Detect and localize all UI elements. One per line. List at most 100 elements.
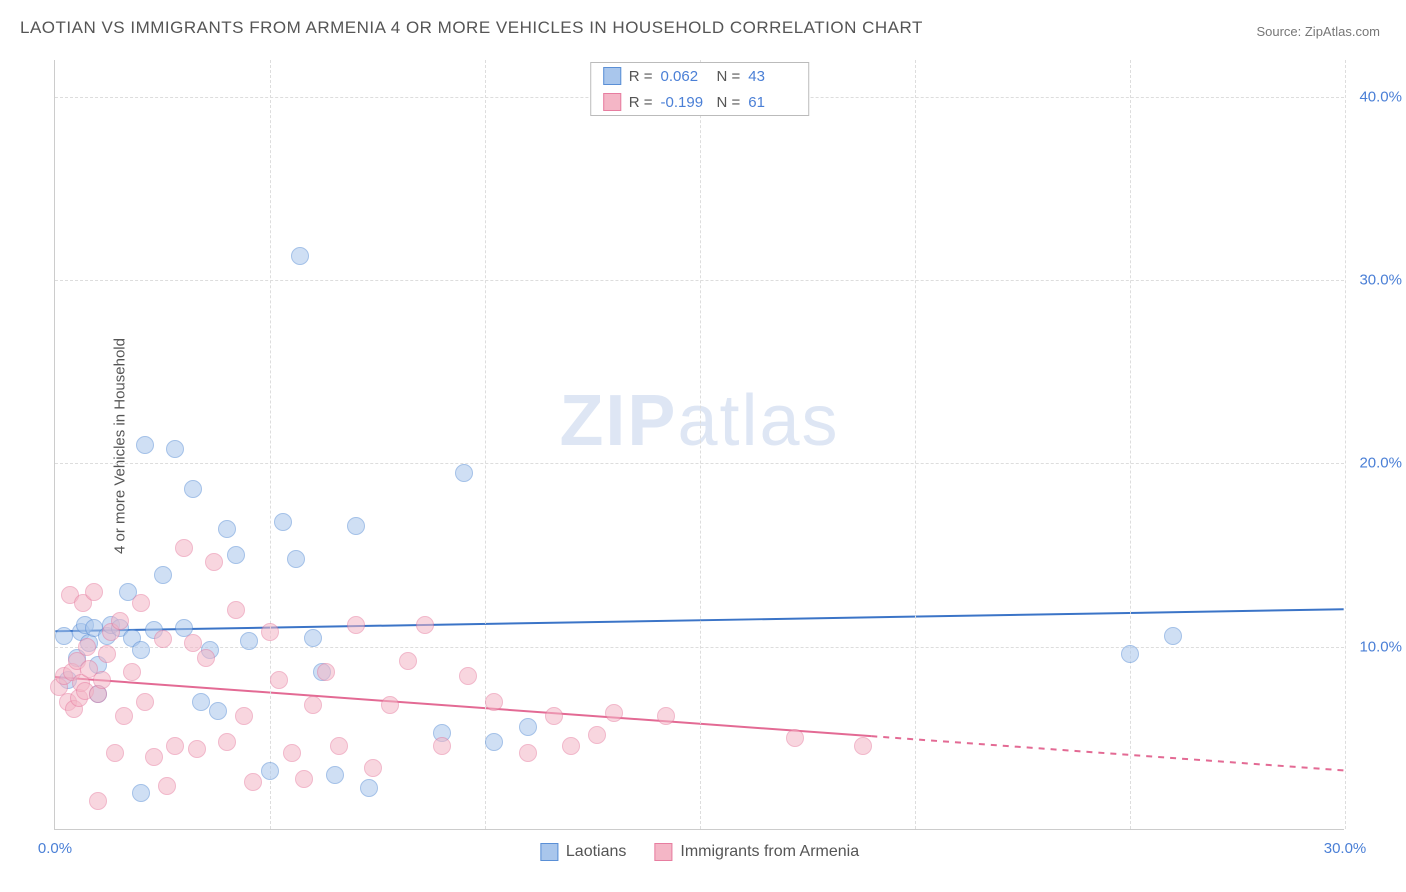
scatter-point xyxy=(136,436,154,454)
legend-swatch-b0 xyxy=(540,843,558,861)
scatter-point xyxy=(274,513,292,531)
legend-n-label: N = xyxy=(717,68,741,85)
scatter-point xyxy=(136,693,154,711)
scatter-point xyxy=(184,634,202,652)
legend-r-0: 0.062 xyxy=(661,68,709,85)
legend-n-1: 61 xyxy=(748,94,796,111)
y-tick-label: 30.0% xyxy=(1350,272,1402,289)
scatter-point xyxy=(218,733,236,751)
scatter-point xyxy=(261,762,279,780)
scatter-point xyxy=(166,440,184,458)
scatter-point xyxy=(145,748,163,766)
watermark-bold: ZIP xyxy=(559,381,677,461)
source-label: Source: ZipAtlas.com xyxy=(1256,24,1380,39)
legend-r-label: R = xyxy=(629,94,653,111)
legend-label-0: Laotians xyxy=(566,843,627,861)
scatter-point xyxy=(295,770,313,788)
scatter-point xyxy=(205,553,223,571)
scatter-point xyxy=(154,630,172,648)
scatter-point xyxy=(1121,645,1139,663)
scatter-point xyxy=(218,520,236,538)
trend-line-solid xyxy=(55,677,871,736)
scatter-point xyxy=(111,612,129,630)
scatter-point xyxy=(89,792,107,810)
gridline-v xyxy=(270,60,271,829)
gridline-v xyxy=(1345,60,1346,829)
scatter-point xyxy=(545,707,563,725)
legend-swatch-1 xyxy=(603,93,621,111)
scatter-point xyxy=(197,649,215,667)
scatter-point xyxy=(455,464,473,482)
legend-item-0: Laotians xyxy=(540,843,627,861)
scatter-point xyxy=(347,616,365,634)
legend-swatch-b1 xyxy=(654,843,672,861)
correlation-legend: R = 0.062 N = 43 R = -0.199 N = 61 xyxy=(590,62,810,116)
scatter-point xyxy=(519,744,537,762)
legend-row-0: R = 0.062 N = 43 xyxy=(591,63,809,89)
scatter-point xyxy=(98,645,116,663)
scatter-point xyxy=(188,740,206,758)
scatter-point xyxy=(347,517,365,535)
y-tick-label: 40.0% xyxy=(1350,88,1402,105)
series-legend: Laotians Immigrants from Armenia xyxy=(540,843,859,861)
scatter-point xyxy=(115,707,133,725)
scatter-point xyxy=(459,667,477,685)
scatter-point xyxy=(85,583,103,601)
x-tick-label: 0.0% xyxy=(38,840,72,857)
chart-title: LAOTIAN VS IMMIGRANTS FROM ARMENIA 4 OR … xyxy=(20,18,923,38)
scatter-point xyxy=(184,480,202,498)
scatter-point xyxy=(93,671,111,689)
scatter-point xyxy=(657,707,675,725)
watermark-light: atlas xyxy=(677,381,839,461)
scatter-point xyxy=(381,696,399,714)
y-tick-label: 10.0% xyxy=(1350,638,1402,655)
gridline-v xyxy=(1130,60,1131,829)
legend-swatch-0 xyxy=(603,67,621,85)
gridline-v xyxy=(915,60,916,829)
gridline-v xyxy=(700,60,701,829)
scatter-point xyxy=(304,696,322,714)
scatter-point xyxy=(1164,627,1182,645)
legend-label-1: Immigrants from Armenia xyxy=(680,843,859,861)
scatter-point xyxy=(132,784,150,802)
scatter-point xyxy=(485,733,503,751)
scatter-point xyxy=(235,707,253,725)
legend-r-1: -0.199 xyxy=(661,94,709,111)
scatter-point xyxy=(166,737,184,755)
gridline-v xyxy=(485,60,486,829)
legend-n-label: N = xyxy=(717,94,741,111)
scatter-point xyxy=(562,737,580,755)
trend-line-dashed xyxy=(871,736,1343,770)
scatter-point xyxy=(244,773,262,791)
scatter-point xyxy=(360,779,378,797)
y-tick-label: 20.0% xyxy=(1350,455,1402,472)
plot-area: ZIPatlas R = 0.062 N = 43 R = -0.199 N =… xyxy=(54,60,1344,830)
scatter-point xyxy=(55,627,73,645)
scatter-point xyxy=(519,718,537,736)
scatter-point xyxy=(154,566,172,584)
scatter-point xyxy=(227,601,245,619)
x-tick-label: 30.0% xyxy=(1324,840,1367,857)
scatter-point xyxy=(786,729,804,747)
legend-r-label: R = xyxy=(629,68,653,85)
scatter-point xyxy=(123,663,141,681)
scatter-point xyxy=(605,704,623,722)
scatter-point xyxy=(330,737,348,755)
scatter-point xyxy=(317,663,335,681)
scatter-point xyxy=(227,546,245,564)
scatter-point xyxy=(175,539,193,557)
scatter-point xyxy=(132,594,150,612)
scatter-point xyxy=(588,726,606,744)
scatter-point xyxy=(326,766,344,784)
scatter-point xyxy=(261,623,279,641)
scatter-point xyxy=(192,693,210,711)
scatter-point xyxy=(287,550,305,568)
legend-row-1: R = -0.199 N = 61 xyxy=(591,89,809,115)
scatter-point xyxy=(240,632,258,650)
scatter-point xyxy=(364,759,382,777)
scatter-point xyxy=(399,652,417,670)
scatter-point xyxy=(304,629,322,647)
scatter-point xyxy=(78,638,96,656)
scatter-point xyxy=(132,641,150,659)
scatter-point xyxy=(106,744,124,762)
